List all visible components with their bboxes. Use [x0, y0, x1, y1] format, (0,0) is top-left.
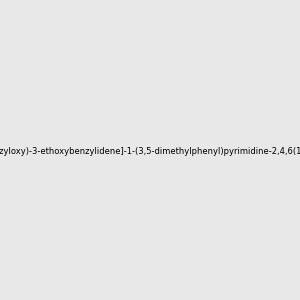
Text: (5E)-5-[4-(benzyloxy)-3-ethoxybenzylidene]-1-(3,5-dimethylphenyl)pyrimidine-2,4,: (5E)-5-[4-(benzyloxy)-3-ethoxybenzyliden… — [0, 147, 300, 156]
